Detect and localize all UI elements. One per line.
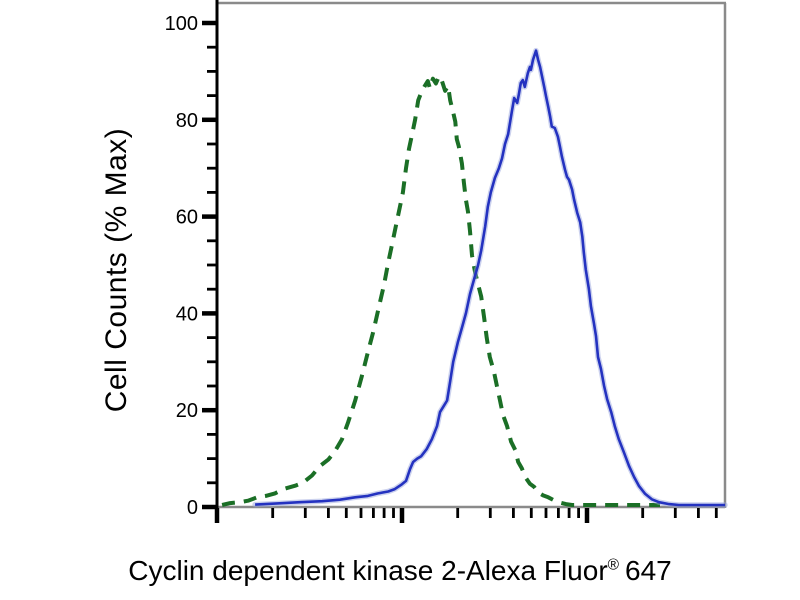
y-axis-tick-label: 60 [176,207,198,229]
registered-trademark-symbol: ® [607,556,620,574]
x-axis-title-suffix: 647 [625,555,672,586]
y-axis-tick-label: 20 [176,400,198,422]
y-axis-tick-label: 80 [176,110,198,132]
blue-solid-curve [255,49,725,507]
green-dashed-curve [221,74,660,507]
blue-curve-halo [252,47,728,508]
y-axis-title: Cell Counts (% Max) [100,127,133,413]
y-axis-tick-label: 40 [176,303,198,325]
y-axis-tick-label: 100 [165,13,198,35]
y-axis-tick-label: 0 [187,497,198,519]
x-axis-title-main: Cyclin dependent kinase 2-Alexa Fluor [128,555,608,586]
x-axis-title: Cyclin dependent kinase 2-Alexa Fluor® 64… [128,555,671,587]
